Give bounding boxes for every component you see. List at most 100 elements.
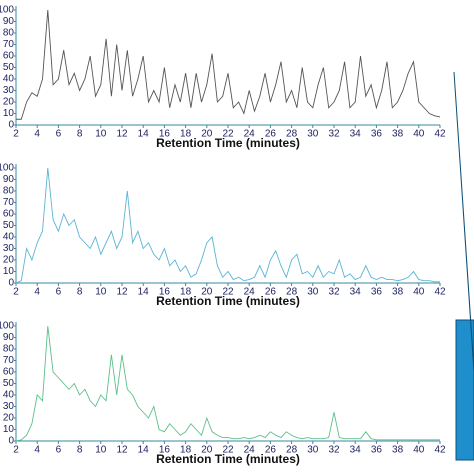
y-tick-label: 60 [3, 367, 15, 378]
y-tick-label: 80 [3, 344, 15, 355]
x-tick-label: 8 [77, 287, 83, 298]
x-tick-label: 32 [328, 287, 340, 298]
y-tick-label: 100 [0, 163, 14, 174]
x-tick-label: 10 [95, 129, 107, 140]
y-tick-label: 70 [3, 197, 15, 208]
y-tick-label: 90 [3, 16, 15, 27]
y-tick-label: 80 [3, 186, 15, 197]
x-tick-label: 6 [56, 287, 62, 298]
x-tick-label: 28 [286, 129, 298, 140]
x-tick-label: 20 [201, 287, 213, 298]
y-tick-label: 50 [3, 220, 15, 231]
x-axis-label: Retention Time (minutes) [156, 294, 300, 308]
x-tick-label: 30 [307, 287, 319, 298]
y-tick-label: 10 [3, 108, 15, 119]
y-tick-label: 60 [3, 209, 15, 220]
y-tick-label: 100 [0, 5, 14, 16]
x-tick-label: 38 [392, 445, 404, 456]
x-tick-label: 14 [138, 287, 150, 298]
x-tick-label: 28 [286, 445, 298, 456]
x-tick-label: 30 [307, 129, 319, 140]
x-tick-label: 2 [13, 287, 19, 298]
y-tick-label: 10 [3, 266, 15, 277]
x-tick-label: 32 [328, 445, 340, 456]
y-tick-label: 20 [3, 255, 15, 266]
y-tick-label: 90 [3, 174, 15, 185]
x-tick-label: 22 [222, 287, 234, 298]
x-tick-label: 34 [350, 129, 362, 140]
x-tick-label: 42 [434, 287, 446, 298]
chromatogram-line [16, 9, 441, 120]
chromatogram-line [15, 325, 440, 442]
y-tick-label: 100 [0, 321, 14, 332]
y-tick-label: 80 [3, 28, 15, 39]
y-tick-label: 90 [3, 332, 15, 343]
x-tick-label: 26 [265, 287, 277, 298]
x-tick-label: 24 [244, 129, 256, 140]
x-tick-label: 10 [95, 445, 107, 456]
x-tick-label: 4 [34, 129, 40, 140]
x-tick-label: 22 [222, 445, 234, 456]
x-tick-label: 20 [201, 129, 213, 140]
x-tick-label: 18 [180, 445, 192, 456]
x-tick-label: 16 [159, 287, 171, 298]
x-tick-label: 38 [392, 129, 404, 140]
x-tick-label: 38 [392, 287, 404, 298]
y-tick-label: 40 [3, 74, 15, 85]
y-tick-label: 0 [8, 120, 14, 131]
y-tick-label: 40 [3, 390, 15, 401]
x-tick-label: 24 [244, 287, 256, 298]
y-tick-label: 50 [3, 378, 15, 389]
y-tick-label: 60 [3, 51, 15, 62]
x-tick-label: 30 [307, 445, 319, 456]
x-tick-label: 36 [371, 445, 383, 456]
x-tick-label: 8 [77, 129, 83, 140]
x-tick-label: 2 [13, 445, 19, 456]
y-tick-label: 0 [8, 278, 14, 289]
x-tick-label: 6 [56, 445, 62, 456]
y-tick-label: 0 [8, 436, 14, 447]
x-tick-label: 14 [138, 445, 150, 456]
x-tick-label: 12 [116, 445, 128, 456]
x-tick-label: 40 [413, 287, 425, 298]
y-tick-label: 20 [3, 413, 15, 424]
x-tick-label: 40 [413, 445, 425, 456]
x-tick-label: 22 [222, 129, 234, 140]
x-tick-label: 36 [371, 129, 383, 140]
x-tick-label: 16 [159, 129, 171, 140]
x-tick-label: 42 [434, 129, 446, 140]
x-tick-label: 32 [328, 129, 340, 140]
chromatogram-line [15, 167, 440, 284]
x-tick-label: 28 [286, 287, 298, 298]
gradient-wedge [453, 71, 474, 461]
x-tick-label: 12 [116, 287, 128, 298]
y-tick-label: 30 [3, 401, 15, 412]
y-tick-label: 70 [3, 39, 15, 50]
y-tick-label: 50 [3, 62, 15, 73]
x-tick-label: 36 [371, 287, 383, 298]
x-tick-label: 24 [244, 445, 256, 456]
x-tick-label: 40 [413, 129, 425, 140]
x-tick-label: 4 [34, 445, 40, 456]
y-tick-label: 10 [3, 424, 15, 435]
x-tick-label: 4 [34, 287, 40, 298]
x-axis-label: Retention Time (minutes) [156, 136, 300, 150]
x-tick-label: 42 [434, 445, 446, 456]
x-axis-label: Retention Time (minutes) [156, 452, 300, 466]
x-tick-label: 10 [95, 287, 107, 298]
y-tick-label: 70 [3, 355, 15, 366]
x-tick-label: 20 [201, 445, 213, 456]
y-tick-label: 40 [3, 232, 15, 243]
x-tick-label: 16 [159, 445, 171, 456]
x-tick-label: 18 [180, 287, 192, 298]
y-tick-label: 20 [3, 97, 15, 108]
x-tick-label: 8 [77, 445, 83, 456]
x-tick-label: 2 [13, 129, 19, 140]
x-tick-label: 12 [116, 129, 128, 140]
x-tick-label: 26 [265, 445, 277, 456]
x-tick-label: 6 [56, 129, 62, 140]
x-tick-label: 14 [138, 129, 150, 140]
x-tick-label: 18 [180, 129, 192, 140]
x-tick-label: 34 [350, 445, 362, 456]
